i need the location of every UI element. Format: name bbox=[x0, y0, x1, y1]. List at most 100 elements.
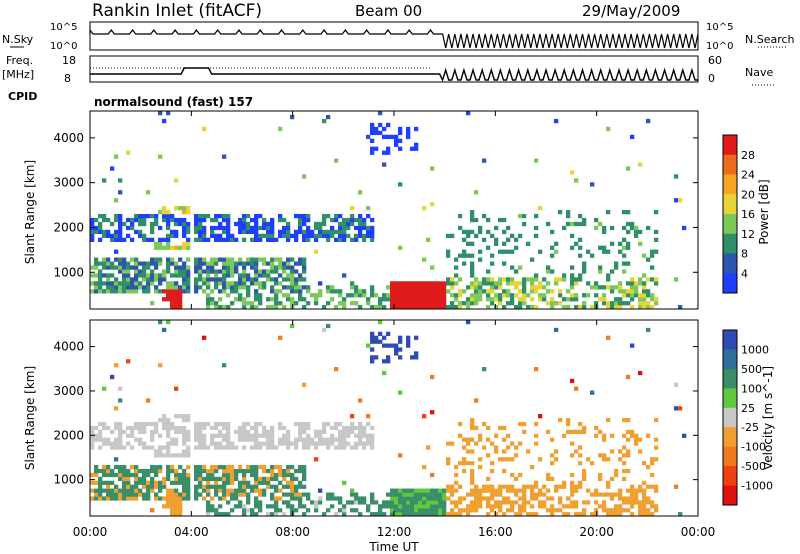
power-cell bbox=[174, 265, 179, 270]
velocity-cell bbox=[398, 496, 403, 501]
velocity-cell bbox=[646, 508, 651, 513]
power-cell bbox=[642, 285, 647, 290]
power-cell bbox=[102, 265, 107, 270]
velocity-cell bbox=[258, 492, 263, 497]
velocity-cell bbox=[142, 468, 147, 474]
velocity-cell bbox=[338, 429, 343, 434]
power-cell bbox=[102, 213, 107, 219]
velocity-cell bbox=[106, 468, 111, 474]
power-cell bbox=[250, 257, 255, 262]
power-cell bbox=[494, 297, 499, 302]
power-cell bbox=[338, 237, 343, 242]
velocity-cell bbox=[642, 512, 647, 517]
power-cell bbox=[582, 265, 587, 270]
power-cell bbox=[350, 281, 355, 286]
velocity-cell bbox=[226, 437, 231, 442]
velocity-cell bbox=[622, 445, 627, 450]
power-cell bbox=[214, 281, 219, 286]
velocity-cell bbox=[270, 465, 275, 470]
power-cell bbox=[514, 269, 519, 274]
power-cell bbox=[614, 301, 619, 306]
velocity-cell bbox=[626, 429, 631, 434]
power-cell bbox=[162, 245, 167, 250]
power-cell bbox=[370, 229, 375, 235]
velocity-cell bbox=[514, 492, 519, 497]
power-cell bbox=[106, 265, 111, 270]
velocity-cell bbox=[314, 433, 319, 438]
velocity-cell bbox=[238, 465, 243, 470]
power-cell bbox=[290, 301, 295, 306]
velocity-cell bbox=[434, 508, 439, 513]
velocity-cell bbox=[434, 512, 439, 517]
power-cell bbox=[206, 237, 211, 242]
velocity-cell bbox=[306, 433, 311, 438]
velocity-cell bbox=[338, 508, 343, 513]
velocity-cell bbox=[538, 488, 543, 493]
velocity-cell bbox=[238, 425, 243, 431]
power-cell bbox=[274, 257, 279, 262]
velocity-cell bbox=[302, 445, 307, 450]
velocity-cell bbox=[178, 476, 183, 482]
power-cell bbox=[318, 225, 323, 231]
velocity-cell bbox=[178, 500, 183, 505]
velocity-cell bbox=[302, 484, 307, 489]
power-cell bbox=[558, 289, 563, 294]
power-cell bbox=[498, 285, 503, 290]
power-cell bbox=[478, 249, 483, 254]
velocity-cell bbox=[198, 425, 203, 431]
velocity-cell bbox=[178, 512, 183, 517]
velocity-cell bbox=[210, 468, 215, 474]
velocity-cell bbox=[170, 465, 175, 470]
power-cell bbox=[178, 265, 183, 270]
power-cell bbox=[558, 293, 563, 298]
velocity-cell bbox=[474, 488, 479, 493]
power-cell bbox=[242, 237, 247, 242]
power-cell bbox=[118, 225, 123, 231]
power-cell bbox=[234, 265, 239, 270]
power-cell bbox=[98, 213, 103, 219]
power-cell bbox=[94, 285, 99, 290]
power-cell bbox=[174, 178, 179, 183]
power-cell bbox=[514, 285, 519, 290]
power-cell bbox=[634, 225, 639, 231]
velocity-cell bbox=[174, 476, 179, 482]
velocity-cell bbox=[230, 468, 235, 474]
power-cell bbox=[258, 301, 263, 306]
power-cell bbox=[526, 241, 531, 246]
velocity-cell bbox=[362, 441, 367, 446]
power-cell bbox=[214, 301, 219, 306]
power-cell bbox=[522, 285, 527, 290]
power-cell bbox=[218, 237, 223, 242]
velocity-cell bbox=[266, 437, 271, 442]
power-cell bbox=[202, 281, 207, 286]
velocity-cell bbox=[210, 437, 215, 442]
power-cell bbox=[410, 289, 415, 294]
velocity-cell bbox=[622, 468, 627, 474]
velocity-cell bbox=[358, 437, 363, 442]
power-cell bbox=[602, 301, 607, 306]
power-cell bbox=[298, 229, 303, 235]
velocity-cell bbox=[466, 441, 471, 446]
power-cell bbox=[534, 277, 539, 282]
velocity-cell bbox=[106, 472, 111, 478]
velocity-cell bbox=[206, 488, 211, 493]
velocity-cell bbox=[342, 437, 347, 442]
power-cell bbox=[498, 277, 503, 282]
velocity-cell bbox=[194, 421, 199, 427]
power-cell bbox=[474, 293, 479, 298]
power-cell bbox=[546, 221, 551, 227]
power-cell bbox=[366, 297, 371, 302]
velocity-cell bbox=[282, 425, 287, 431]
velocity-cell bbox=[162, 414, 167, 419]
velocity-cell bbox=[186, 418, 191, 423]
velocity-cell bbox=[334, 421, 339, 427]
power-cell bbox=[170, 285, 175, 290]
velocity-cell bbox=[530, 496, 535, 501]
velocity-cell bbox=[394, 512, 399, 517]
velocity-colorbar-segment-6 bbox=[723, 446, 737, 467]
velocity-cell bbox=[114, 441, 119, 446]
velocity-cell bbox=[494, 512, 499, 517]
power-cell bbox=[626, 210, 631, 215]
power-cell bbox=[214, 225, 219, 231]
